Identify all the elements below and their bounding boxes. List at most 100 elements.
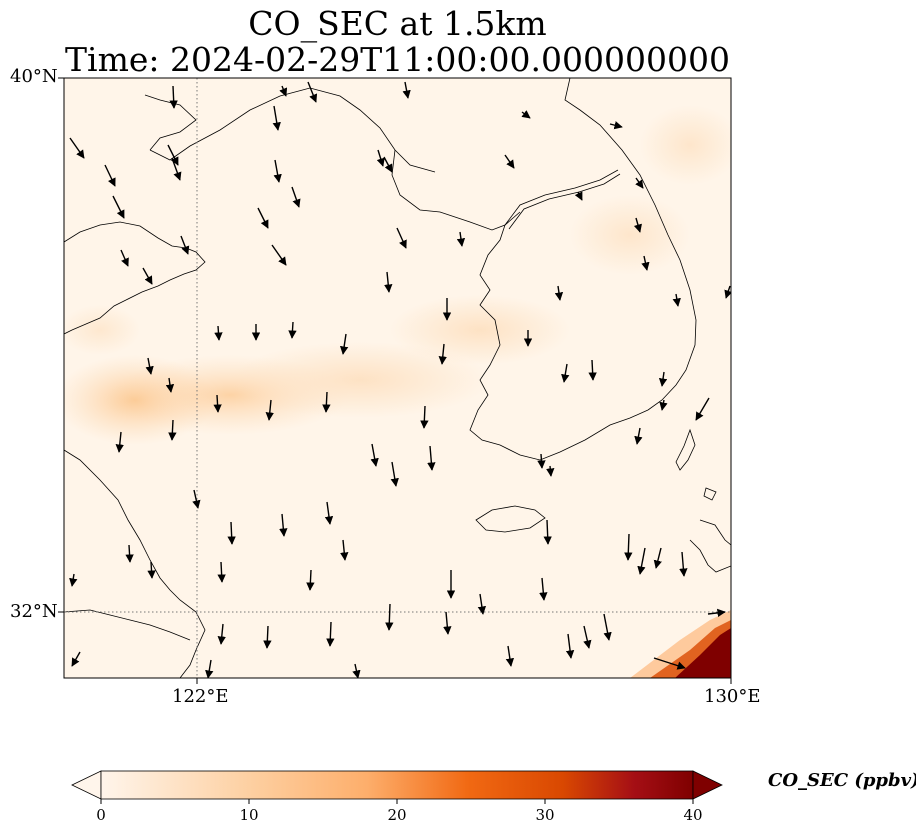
wind-arrow xyxy=(603,613,612,641)
wind-arrow xyxy=(352,663,361,678)
wind-arrow xyxy=(427,445,436,471)
wind-arrow xyxy=(505,645,515,667)
wind-arrow xyxy=(306,569,315,591)
wind-arrow xyxy=(634,427,643,445)
wind-arrow xyxy=(609,121,623,130)
wind-arrow xyxy=(537,453,546,469)
wind-arrow xyxy=(633,217,642,233)
colorbar-tick: 40 xyxy=(683,806,703,824)
wind-arrow xyxy=(307,81,318,103)
wind-arrow xyxy=(546,465,555,477)
wind-arrow xyxy=(180,235,190,255)
wind-arrow xyxy=(658,371,668,387)
wind-arrow xyxy=(588,359,597,381)
wind-arrow xyxy=(273,159,282,183)
wind-arrow xyxy=(456,231,466,247)
lon-label-122e: 122°E xyxy=(172,686,229,707)
wind-arrow xyxy=(659,399,668,411)
wind-arrow xyxy=(217,561,226,583)
colorbar-extend-max xyxy=(692,770,723,800)
wind-arrow xyxy=(71,651,81,667)
wind-arrow xyxy=(583,625,592,649)
axis-ticks xyxy=(58,77,732,684)
wind-arrow xyxy=(543,519,552,545)
wind-arrow xyxy=(165,377,175,393)
wind-arrow xyxy=(279,85,288,97)
wind-arrow xyxy=(443,611,452,635)
colorbar xyxy=(71,770,723,804)
wind-arrow xyxy=(383,156,393,173)
wind-arrow xyxy=(168,419,177,441)
wind-arrow xyxy=(104,164,116,187)
wind-arrow xyxy=(214,325,223,341)
colorbar-extend-min xyxy=(71,770,102,800)
wind-arrow xyxy=(624,533,633,561)
wind-arrow xyxy=(420,405,429,429)
wind-arrow xyxy=(213,394,222,413)
wind-arrow xyxy=(169,85,178,109)
wind-arrow xyxy=(521,110,531,119)
wind-arrow xyxy=(641,255,650,271)
wind-vectors xyxy=(69,81,731,678)
wind-arrow xyxy=(384,271,393,293)
wind-arrow xyxy=(69,573,78,587)
wind-arrow xyxy=(279,513,288,537)
wind-arrow xyxy=(120,249,129,267)
wind-arrow xyxy=(438,343,447,365)
lat-label-40n: 40°N xyxy=(10,66,58,87)
wind-arrow xyxy=(217,623,226,645)
coastlines xyxy=(64,78,731,678)
wind-arrow xyxy=(142,267,153,285)
wind-arrow xyxy=(561,363,570,383)
wind-arrow xyxy=(125,544,134,563)
wind-arrow xyxy=(227,521,236,545)
wind-arrow xyxy=(477,593,487,615)
wind-arrow xyxy=(265,399,274,421)
wind-arrow xyxy=(326,621,335,647)
map-title: CO_SEC at 1.5km xyxy=(248,4,547,43)
wind-arrow xyxy=(376,149,385,167)
colorbar-label: CO_SEC (ppbv) xyxy=(768,770,916,791)
wind-arrow xyxy=(339,333,349,355)
wind-arrow xyxy=(574,191,583,201)
wind-arrow xyxy=(385,603,394,631)
wind-arrow xyxy=(504,154,515,169)
wind-arrow xyxy=(653,547,662,569)
wind-arrow xyxy=(637,547,646,575)
colorbar-gradient xyxy=(100,770,694,800)
wind-arrow xyxy=(322,391,331,413)
wind-arrow xyxy=(263,625,272,649)
wind-arrow xyxy=(672,293,681,307)
wind-arrow xyxy=(115,431,124,453)
wind-arrow xyxy=(653,657,686,670)
wind-arrow xyxy=(340,539,349,561)
wind-arrow xyxy=(707,608,726,618)
wind-arrow xyxy=(167,144,179,166)
wind-arrow xyxy=(147,561,156,579)
wind-arrow xyxy=(695,397,710,421)
colorbar-tick: 20 xyxy=(387,806,407,824)
wind-arrow xyxy=(396,227,407,249)
wind-arrow xyxy=(192,489,201,509)
lon-label-130e: 130°E xyxy=(704,686,761,707)
wind-arrow xyxy=(171,157,182,181)
map-subtitle-time: Time: 2024-02-29T11:00:00.000000000 xyxy=(65,40,730,79)
colorbar-tick: 0 xyxy=(96,806,106,824)
wind-arrow xyxy=(112,195,125,219)
wind-arrow xyxy=(679,551,688,577)
lat-label-32n: 32°N xyxy=(10,601,58,622)
wind-arrow xyxy=(205,659,214,678)
wind-arrow xyxy=(635,177,644,189)
concentration-field xyxy=(64,105,731,678)
wind-arrow xyxy=(402,81,411,99)
wind-arrow xyxy=(539,577,548,601)
wind-arrow xyxy=(288,321,297,339)
wind-arrow xyxy=(69,137,85,159)
wind-arrow xyxy=(370,443,379,467)
wind-arrow xyxy=(724,285,731,299)
wind-arrow xyxy=(271,244,287,266)
colorbar-tick: 30 xyxy=(535,806,555,824)
wind-arrow xyxy=(257,207,269,229)
wind-arrow xyxy=(324,501,334,525)
